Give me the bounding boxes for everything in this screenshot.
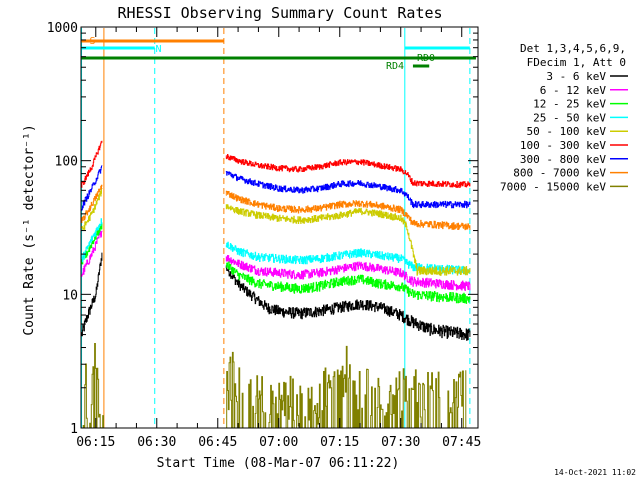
saa-label: S: [90, 36, 96, 47]
legend-label-8: 800 - 7000 keV: [513, 167, 606, 180]
series-1-segment-1: [81, 252, 103, 337]
timestamp: 14-Oct-2021 11:02: [554, 468, 636, 477]
plot-frame: [80, 26, 479, 429]
x-axis-label: Start Time (08-Mar-07 06:11:22): [157, 456, 400, 471]
plot-area: S N RD0 RD4: [81, 28, 476, 429]
legend-header-line-2: FDecim 1, Att 0: [527, 56, 626, 69]
chart-title: RHESSI Observing Summary Count Rates: [117, 4, 442, 22]
y-tick-label: 100: [55, 155, 78, 170]
x-tick-label: 07:45: [442, 435, 481, 450]
series-2-segment-1: [81, 230, 103, 277]
series-7-segment-1: [81, 165, 103, 211]
legend-header-line-1: Det 1,3,4,5,6,9,: [520, 42, 626, 55]
y-tick-label: 10: [62, 288, 78, 303]
x-tick-label: 06:30: [137, 435, 176, 450]
series-6-segment-1: [81, 140, 103, 188]
legend-label-9: 7000 - 15000 keV: [500, 180, 606, 193]
series-5-segment-2: [225, 204, 471, 276]
series-7-segment-2: [225, 171, 471, 209]
legend-label-7: 300 - 800 keV: [520, 153, 606, 166]
series-4-segment-2: [225, 241, 471, 275]
series-2-segment-2: [225, 255, 471, 291]
legend: Det 1,3,4,5,6,9, FDecim 1, Att 0 3 - 6 k…: [500, 42, 628, 193]
series-8-segment-1: [81, 184, 103, 223]
series-8-segment-2: [225, 190, 471, 231]
rd0-label: RD0: [417, 53, 435, 64]
rd4-label: RD4: [386, 61, 404, 72]
series-9-segment-1: [81, 343, 104, 429]
x-tick-label: 07:30: [381, 435, 420, 450]
legend-label-6: 100 - 300 keV: [520, 139, 606, 152]
legend-label-4: 25 - 50 keV: [533, 111, 606, 124]
axes: 1 10 100 1000 06:15 06:30 06:45 07:00 07:15 07:30…: [47, 21, 482, 450]
series-5-segment-1: [81, 188, 103, 230]
x-tick-label: 06:45: [198, 435, 237, 450]
series-6-segment-2: [225, 154, 471, 188]
legend-label-5: 50 - 100 keV: [527, 125, 607, 138]
y-axis-label: Count Rate (s⁻¹ detector⁻¹): [22, 124, 37, 335]
x-tick-label: 07:00: [259, 435, 298, 450]
legend-label-1: 3 - 6 keV: [546, 70, 606, 83]
x-tick-label: 07:15: [320, 435, 359, 450]
series-1-segment-2: [225, 265, 471, 341]
night-label: N: [156, 44, 162, 55]
series-3-segment-2: [225, 261, 471, 304]
legend-label-2: 6 - 12 keV: [540, 84, 607, 97]
y-tick-label: 1000: [47, 21, 78, 36]
y-tick-label: 1: [70, 422, 78, 437]
x-tick-label: 06:15: [76, 435, 115, 450]
legend-label-3: 12 - 25 keV: [533, 98, 606, 111]
